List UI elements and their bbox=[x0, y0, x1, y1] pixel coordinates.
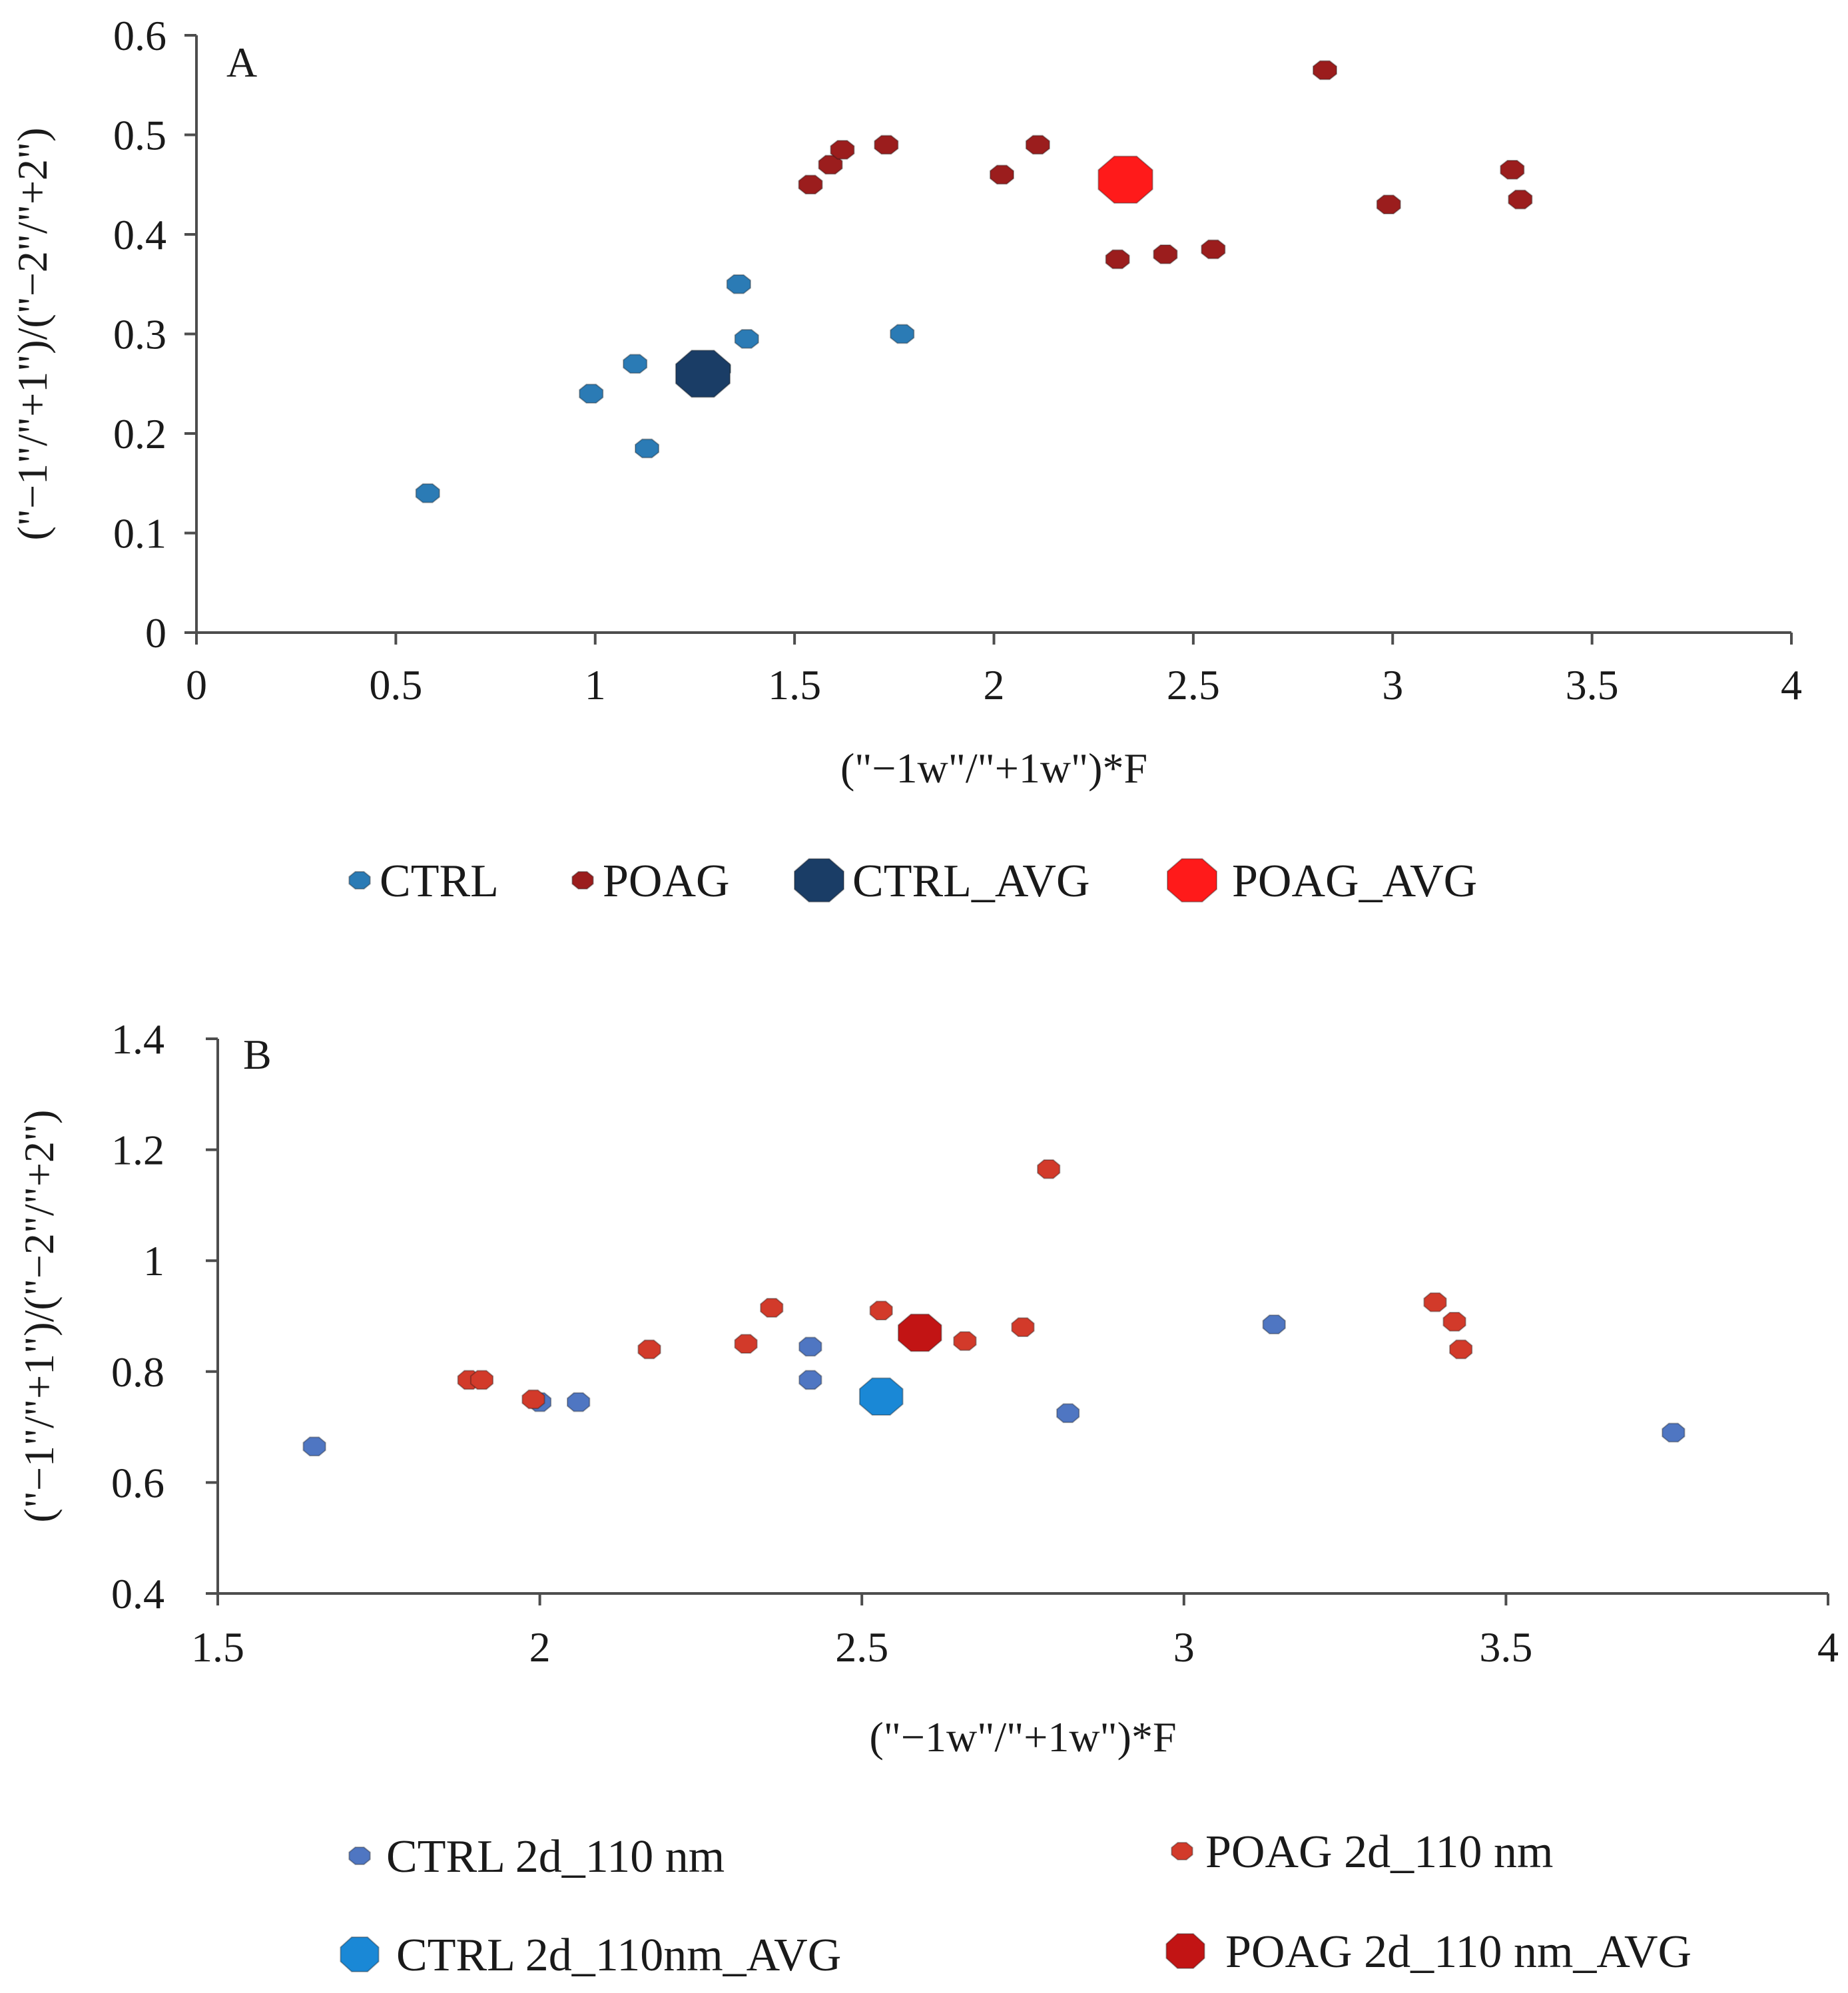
legend-label: POAG bbox=[603, 856, 730, 907]
data-point bbox=[1312, 60, 1337, 81]
legend-marker bbox=[1165, 1933, 1205, 1969]
y-tick-label: 0.6 bbox=[113, 12, 166, 59]
x-tick-label: 1.5 bbox=[768, 661, 821, 709]
data-point bbox=[874, 135, 899, 155]
panel-label: B bbox=[243, 1031, 272, 1078]
data-point bbox=[726, 274, 751, 294]
x-tick-label: 1 bbox=[585, 661, 606, 709]
legend-label: CTRL 2d_110 nm bbox=[386, 1831, 725, 1882]
legend-label: CTRL_AVG bbox=[852, 856, 1090, 907]
y-tick-label: 0.8 bbox=[111, 1348, 164, 1396]
legend-label: POAG_AVG bbox=[1232, 856, 1477, 907]
x-tick-label: 3 bbox=[1173, 1623, 1195, 1671]
x-tick-label: 1.5 bbox=[191, 1623, 244, 1671]
x-axis-label: ("−1w"/"+1w")*F bbox=[840, 744, 1147, 792]
data-point bbox=[1025, 135, 1050, 155]
x-tick-label: 4 bbox=[1817, 1623, 1839, 1671]
data-point bbox=[415, 483, 440, 503]
data-point bbox=[830, 140, 855, 160]
data-point bbox=[579, 384, 604, 404]
data-point bbox=[798, 1370, 822, 1390]
data-point bbox=[1153, 244, 1178, 264]
data-point bbox=[1449, 1339, 1473, 1360]
data-point bbox=[890, 324, 915, 344]
panel-a: 0 0.5 1 1.5 2 2.5 3 3.5 4 0 0.1 0.2 0.3 0.4 0.5 0.6 ("−1… bbox=[9, 12, 1802, 907]
data-point bbox=[989, 164, 1014, 185]
avg-point bbox=[675, 350, 731, 398]
legend-marker bbox=[348, 871, 371, 890]
data-point bbox=[1376, 194, 1401, 214]
data-point bbox=[1500, 160, 1525, 180]
y-tick-label: 0.1 bbox=[113, 510, 166, 557]
data-point bbox=[798, 174, 823, 195]
data-point bbox=[953, 1331, 977, 1351]
data-point bbox=[798, 1336, 822, 1357]
panel-label: A bbox=[226, 39, 257, 86]
x-axis-label: ("−1w"/"+1w")*F bbox=[869, 1713, 1176, 1761]
x-tick-label: 3.5 bbox=[1566, 661, 1619, 709]
y-tick-label: 0.4 bbox=[113, 211, 166, 258]
data-point bbox=[1662, 1422, 1686, 1443]
legend-marker bbox=[571, 871, 594, 890]
y-tick-label: 1.2 bbox=[111, 1127, 164, 1174]
data-point bbox=[1508, 189, 1533, 210]
x-tick-label: 3 bbox=[1382, 661, 1403, 709]
legend-label: POAG 2d_110 nm_AVG bbox=[1225, 1926, 1692, 1978]
legend-marker bbox=[348, 1847, 371, 1865]
x-tick-label: 4 bbox=[1781, 661, 1802, 709]
data-point bbox=[734, 329, 759, 349]
avg-point bbox=[897, 1313, 942, 1352]
x-tick-label: 2 bbox=[984, 661, 1005, 709]
data-point bbox=[1056, 1403, 1080, 1424]
legend-marker bbox=[1171, 1842, 1193, 1860]
y-tick-label: 0.2 bbox=[113, 410, 166, 457]
x-tick-label: 2.5 bbox=[835, 1623, 888, 1671]
data-point bbox=[637, 1339, 661, 1360]
data-point bbox=[1037, 1159, 1061, 1179]
data-point bbox=[1442, 1312, 1466, 1332]
data-point bbox=[1105, 249, 1130, 270]
y-tick-label: 1.4 bbox=[111, 1015, 164, 1063]
data-point bbox=[1011, 1317, 1035, 1337]
avg-point bbox=[1097, 155, 1153, 204]
y-tick-label: 0.4 bbox=[111, 1570, 164, 1617]
data-point bbox=[635, 438, 660, 459]
y-axis-label: ("−1"/"+1")/("−2"/"+2") bbox=[15, 1110, 63, 1523]
data-point bbox=[869, 1300, 893, 1320]
y-tick-label: 0.6 bbox=[111, 1459, 164, 1506]
y-tick-label: 0 bbox=[145, 609, 166, 657]
avg-point bbox=[858, 1377, 904, 1416]
data-point bbox=[302, 1436, 326, 1457]
data-point bbox=[567, 1392, 591, 1412]
legend-marker bbox=[794, 858, 844, 903]
x-tick-label: 0.5 bbox=[369, 661, 422, 709]
legend-label: CTRL bbox=[380, 856, 499, 907]
legend-marker bbox=[1167, 858, 1217, 903]
data-point bbox=[469, 1370, 494, 1390]
x-tick-label: 3.5 bbox=[1479, 1623, 1532, 1671]
legend-label: POAG 2d_110 nm bbox=[1205, 1827, 1553, 1878]
data-point bbox=[734, 1334, 758, 1354]
y-tick-label: 0.5 bbox=[113, 112, 166, 159]
x-tick-label: 2 bbox=[529, 1623, 551, 1671]
data-point bbox=[760, 1298, 784, 1318]
y-tick-label: 1 bbox=[143, 1237, 164, 1284]
legend-marker bbox=[340, 1936, 380, 1972]
data-point bbox=[1201, 239, 1226, 260]
data-point bbox=[521, 1389, 545, 1410]
data-point bbox=[1423, 1292, 1447, 1312]
legend-label: CTRL 2d_110nm_AVG bbox=[396, 1930, 841, 1981]
panel-b: 1.5 2 2.5 3 3.5 4 0.4 0.6 0.8 1 1.2 1.4 ("−1w"/"+1w"… bbox=[15, 1015, 1839, 1981]
y-axis-label: ("−1"/"+1")/("−2"/"+2") bbox=[9, 128, 56, 541]
x-tick-label: 0 bbox=[186, 661, 207, 709]
data-point bbox=[623, 354, 648, 374]
data-point bbox=[818, 154, 843, 175]
y-tick-label: 0.3 bbox=[113, 311, 166, 358]
data-point bbox=[1262, 1314, 1286, 1334]
x-tick-label: 2.5 bbox=[1167, 661, 1220, 709]
